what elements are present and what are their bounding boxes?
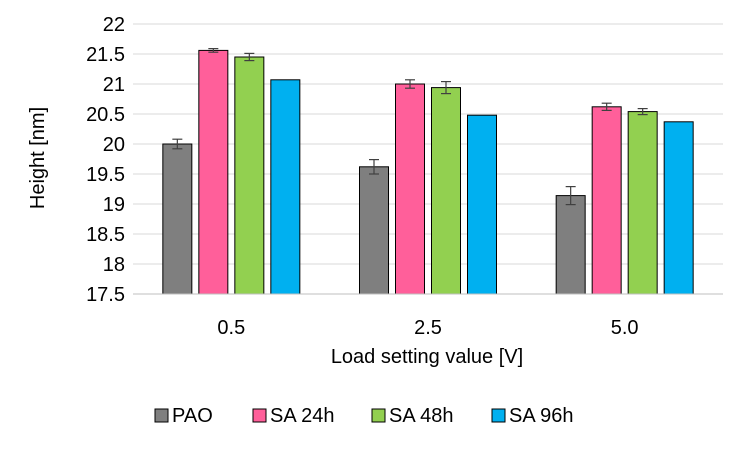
legend-swatch xyxy=(491,408,506,423)
bar xyxy=(591,106,622,295)
bars xyxy=(162,47,694,295)
y-tick-label: 22 xyxy=(103,14,125,36)
y-tick-label: 19.5 xyxy=(86,164,125,186)
legend-swatch xyxy=(371,408,386,423)
bar xyxy=(663,121,694,295)
bar xyxy=(431,87,461,295)
y-tick-label: 19 xyxy=(103,194,125,216)
bar xyxy=(395,83,425,295)
legend-label: SA 24h xyxy=(270,405,335,427)
bar xyxy=(270,79,301,295)
x-tick-label: 5.0 xyxy=(611,317,639,339)
y-tick-label: 21 xyxy=(103,74,125,96)
y-tick-label: 20 xyxy=(103,134,125,156)
legend-label: PAO xyxy=(172,405,213,427)
legend-label: SA 48h xyxy=(389,405,454,427)
legend-label: SA 96h xyxy=(509,405,574,427)
bar xyxy=(359,166,389,295)
bar xyxy=(467,114,497,295)
y-tick-label: 17.5 xyxy=(86,284,125,306)
y-tick-label: 18 xyxy=(103,254,125,276)
axes: 17.5 18 18.5 19 19.5 20 20.5 21 21.5 22 0.5 2.5 5.0 xyxy=(86,14,723,339)
bar xyxy=(234,56,265,295)
y-axis-title: Height [nm] xyxy=(27,107,49,209)
bar xyxy=(555,195,586,295)
legend-swatch xyxy=(154,408,169,423)
x-tick-label: 2.5 xyxy=(414,317,442,339)
y-tick-label: 21.5 xyxy=(86,44,125,66)
bar xyxy=(627,111,658,295)
x-axis-title: Load setting value [V] xyxy=(331,346,523,368)
x-tick-label: 0.5 xyxy=(217,317,245,339)
bar xyxy=(162,143,193,295)
y-tick-label: 18.5 xyxy=(86,224,125,246)
bar xyxy=(198,49,229,295)
gridlines xyxy=(133,23,723,265)
y-tick-label: 20.5 xyxy=(86,104,125,126)
legend-swatch xyxy=(252,408,267,423)
legend: PAO SA 24h SA 48h SA 96h xyxy=(154,405,574,427)
